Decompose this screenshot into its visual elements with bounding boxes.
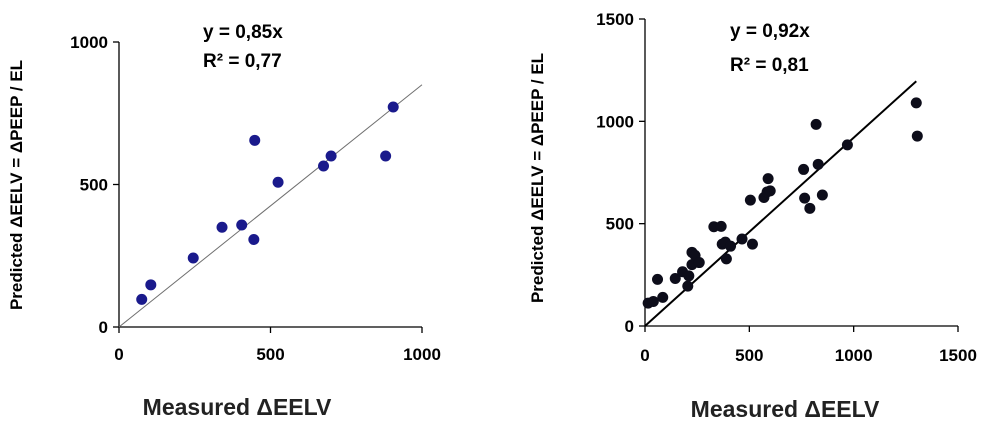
data-point: [810, 118, 822, 130]
y-tick-label: 1000: [70, 33, 108, 52]
y-tick-label: 1500: [596, 10, 634, 29]
data-point: [272, 176, 284, 188]
data-point: [804, 202, 816, 214]
r-squared-label: R² = 0,77: [203, 51, 282, 72]
data-point: [746, 238, 758, 250]
data-point: [216, 221, 228, 233]
data-point: [693, 257, 705, 269]
x-tick-label: 1000: [835, 346, 873, 365]
x-tick-label: 0: [640, 346, 649, 365]
data-point: [318, 160, 330, 172]
data-point: [720, 253, 732, 265]
data-point: [669, 273, 681, 285]
data-point: [652, 273, 664, 285]
data-point: [187, 252, 199, 264]
y-tick-label: 500: [606, 215, 634, 234]
x-axis-title: Measured ΔEELV: [143, 394, 332, 420]
y-tick-label: 0: [625, 317, 634, 336]
data-point: [764, 185, 776, 197]
data-point: [841, 139, 853, 151]
data-point: [725, 240, 737, 252]
data-point: [647, 295, 659, 307]
x-tick-label: 1500: [939, 346, 977, 365]
x-tick-label: 1000: [403, 345, 441, 364]
data-point: [799, 192, 811, 204]
data-point: [812, 158, 824, 170]
data-point: [911, 130, 923, 142]
y-tick-label: 0: [99, 318, 108, 337]
r-squared-label: R² = 0,81: [730, 55, 809, 76]
data-point: [816, 189, 828, 201]
data-point: [145, 279, 157, 291]
y-tick-label: 500: [80, 176, 108, 195]
x-tick-label: 500: [735, 346, 763, 365]
data-point: [380, 150, 392, 162]
data-point: [248, 234, 260, 246]
y-axis-title: Predicted ΔEELV = ΔPEEP / EL: [7, 60, 26, 310]
data-point: [657, 291, 669, 303]
data-point: [715, 220, 727, 232]
x-tick-label: 0: [114, 345, 123, 364]
y-axis-title: Predicted ΔEELV = ΔPEEP / EL: [528, 53, 547, 303]
trendline-equation: y = 0,85x: [203, 22, 283, 43]
data-point: [683, 270, 695, 282]
scatter-chart-left: 0 500 1000 0 500 1000 y = 0,85x R² = 0,77 Measur…: [7, 22, 441, 420]
trendline: [118, 84, 423, 328]
data-point: [387, 101, 399, 113]
data-point: [736, 233, 748, 245]
scatter-chart-right: 0 500 1000 1500 0 500 1000 1500 y = 0,92x R² = 0,…: [528, 10, 977, 422]
data-point: [249, 134, 261, 146]
data-point: [136, 293, 148, 305]
data-point: [236, 219, 248, 231]
data-point: [744, 194, 756, 206]
data-point: [798, 163, 810, 175]
x-axis-title: Measured ΔEELV: [691, 396, 880, 422]
x-tick-label: 500: [256, 345, 284, 364]
data-point: [682, 280, 694, 292]
data-point: [910, 97, 922, 109]
y-tick-label: 1000: [596, 112, 634, 131]
data-point: [762, 173, 774, 185]
data-point: [325, 150, 337, 162]
trendline-equation: y = 0,92x: [730, 21, 810, 42]
